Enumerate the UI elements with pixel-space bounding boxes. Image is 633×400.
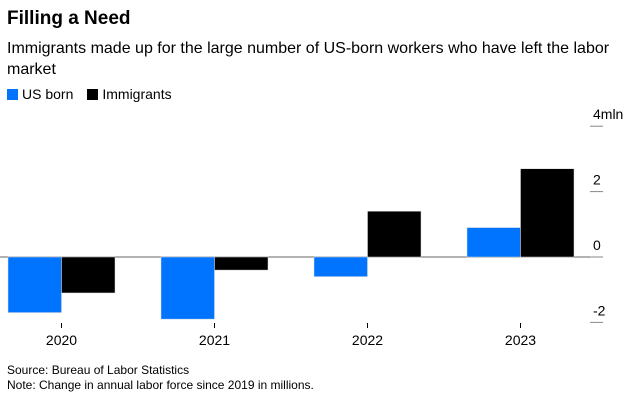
bar-immigrants-2022 xyxy=(367,210,422,258)
bar-us-born-2020 xyxy=(7,256,62,313)
legend-label: Immigrants xyxy=(102,86,172,102)
legend-item-us-born: US born xyxy=(7,86,73,102)
legend-swatch xyxy=(7,89,18,100)
x-tick-label: 2021 xyxy=(199,332,230,348)
y-tick-label: 2 xyxy=(593,172,601,188)
bar-immigrants-2021 xyxy=(214,256,269,271)
bar-us-born-2021 xyxy=(160,256,215,320)
legend-item-immigrants: Immigrants xyxy=(87,86,172,102)
x-tick-label: 2023 xyxy=(505,332,536,348)
y-tick-label: 4mln xyxy=(593,106,623,122)
chart-title: Filling a Need xyxy=(7,8,131,29)
y-tick-label: 0 xyxy=(593,237,601,253)
x-tick-label: 2022 xyxy=(352,332,383,348)
bar-us-born-2023 xyxy=(466,227,521,258)
x-tick-label: 2020 xyxy=(46,332,77,348)
legend: US born Immigrants xyxy=(7,86,172,102)
legend-swatch xyxy=(87,89,99,100)
legend-label: US born xyxy=(22,86,74,102)
bar-us-born-2022 xyxy=(313,256,368,277)
bar-immigrants-2023 xyxy=(520,168,575,258)
footnote: Note: Change in annual labor force since… xyxy=(7,378,314,392)
y-tick-label: -2 xyxy=(593,302,606,318)
source-note: Source: Bureau of Labor Statistics xyxy=(7,363,190,377)
chart-subtitle: Immigrants made up for the large number … xyxy=(7,40,610,78)
bar-immigrants-2020 xyxy=(61,256,116,294)
